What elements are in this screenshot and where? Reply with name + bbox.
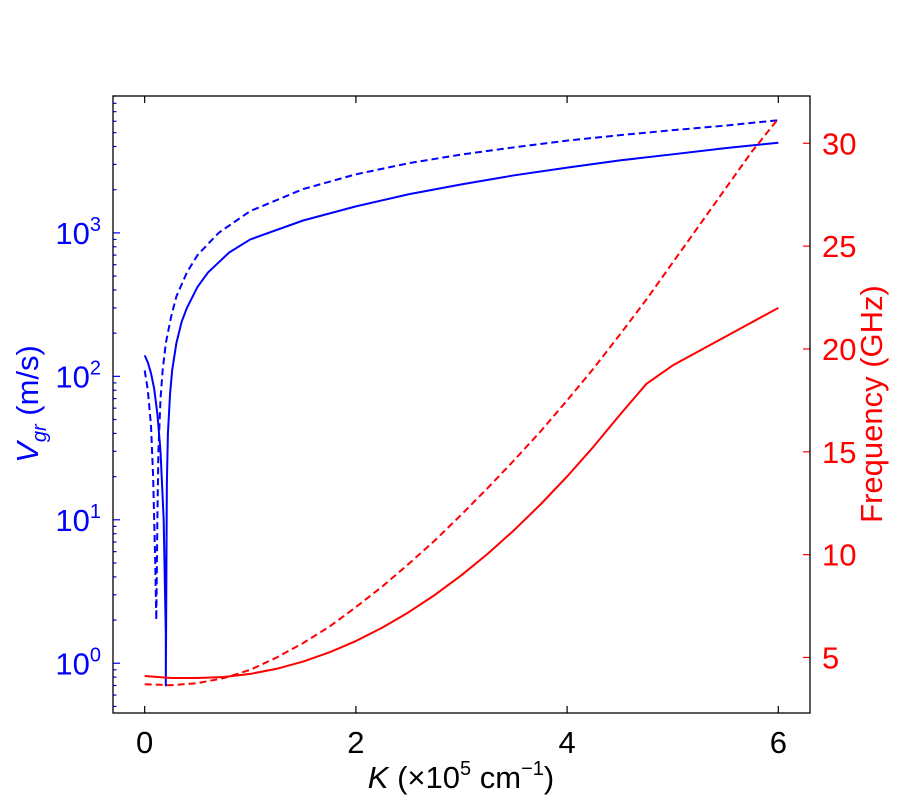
right-y-tick-label-2: 15 bbox=[822, 435, 856, 470]
x-axis-title: K (×105 cm−1) bbox=[368, 758, 554, 795]
x-tick-label-2: 4 bbox=[558, 725, 575, 760]
x-axis-prefix: (×10 bbox=[388, 760, 460, 795]
right-y-tick-label-0: 5 bbox=[822, 640, 839, 675]
plot-frame bbox=[112, 95, 811, 714]
series-line-left-dashed bbox=[143, 119, 779, 622]
series-line-left-solid bbox=[143, 141, 779, 687]
right-y-tick-label-3: 20 bbox=[822, 332, 856, 367]
series-line-right-solid bbox=[144, 306, 779, 680]
x-tick-label-1: 2 bbox=[347, 725, 364, 760]
x-axis-symbol: K bbox=[368, 760, 390, 795]
x-tick-label-3: 6 bbox=[770, 725, 787, 760]
left-y-axis-sub: gr bbox=[29, 423, 51, 442]
right-y-tick-label-1: 10 bbox=[822, 538, 856, 573]
x-axis-suffix: ) bbox=[544, 760, 554, 795]
left-y-tick-label-3: 103 bbox=[55, 214, 101, 251]
left-y-tick-label-0: 100 bbox=[55, 644, 101, 681]
x-tick-label-0: 0 bbox=[136, 725, 153, 760]
right-y-tick-label-4: 25 bbox=[822, 229, 856, 264]
left-y-axis-rest: (m/s) bbox=[10, 345, 45, 424]
right-y-axis-title: Frequency (GHz) bbox=[854, 285, 889, 523]
left-y-tick-label-2: 102 bbox=[55, 357, 101, 394]
left-y-axis-symbol: V bbox=[10, 439, 45, 463]
series-line-right-dashed bbox=[144, 117, 780, 687]
left-y-tick-label-1: 101 bbox=[55, 501, 101, 538]
x-axis-unit: cm bbox=[471, 760, 521, 795]
left-y-axis-title: Vgr (m/s) bbox=[10, 345, 51, 463]
x-axis-exp: 5 bbox=[460, 758, 471, 780]
right-y-tick-label-5: 30 bbox=[822, 126, 856, 161]
x-axis-unit-exp: −1 bbox=[521, 758, 544, 780]
